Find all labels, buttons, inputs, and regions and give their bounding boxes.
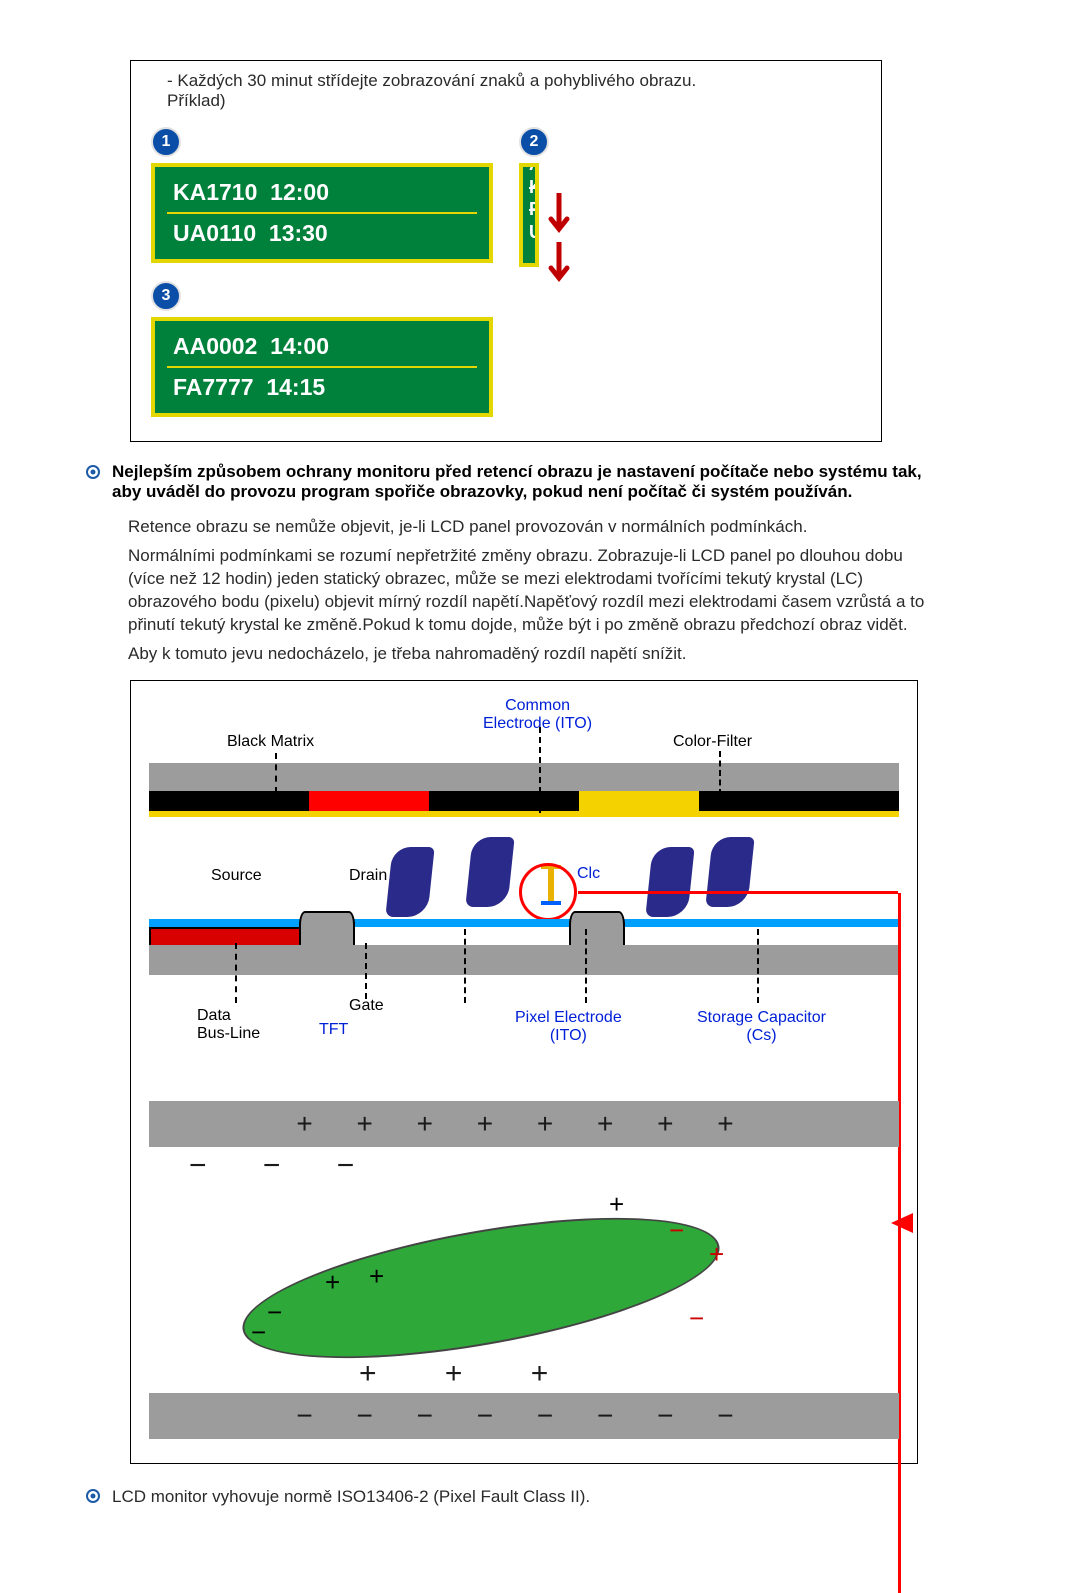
lbl-storage-cap: Storage Capacitor (Cs)	[697, 1009, 826, 1045]
intro-sub: Příklad)	[167, 91, 861, 111]
bullet1-p2: Normálními podmínkami se rozumí nepřetrž…	[128, 545, 1000, 637]
cross-section: Black Matrix Common Electrode (ITO) Colo…	[149, 697, 899, 1077]
arrow-down-icon	[547, 193, 571, 242]
panel2-line0: AA0002 14:00	[529, 163, 539, 176]
lbl-tft: TFT	[319, 1021, 348, 1039]
lbl-color-filter: Color-Filter	[673, 733, 752, 751]
panel-1: KA1710 12:00 UA0110 13:30	[151, 163, 493, 263]
badge-1: 1	[151, 127, 181, 157]
plus-bottom: + + +	[149, 1355, 899, 1393]
panel2-line3: UA0110 13:30	[529, 221, 539, 244]
minus-top: − − −	[149, 1147, 899, 1185]
badge-3: 3	[151, 281, 181, 311]
lbl-black-matrix: Black Matrix	[227, 733, 314, 751]
panel-2: AA0002 14:00 KA1710 12:00 FA7777 14:15 U…	[519, 163, 539, 267]
bullet-icon	[86, 464, 100, 484]
example-intro: - Každých 30 minut střídejte zobrazování…	[131, 61, 881, 117]
arrow-down-icon	[547, 242, 571, 291]
charge-diagram: + + + + + + + + − − − + − + + + − − − + …	[149, 1101, 899, 1439]
panel3-line1: AA0002 14:00	[173, 333, 471, 360]
example-table: - Každých 30 minut střídejte zobrazování…	[130, 60, 882, 442]
lbl-pixel-electrode: Pixel Electrode (ITO)	[515, 1009, 622, 1045]
panel2-line1: KA1710 12:00	[529, 176, 539, 199]
bullet1-p1: Retence obrazu se nemůže objevit, je-li …	[128, 516, 1000, 539]
panel1-line2: UA0110 13:30	[173, 220, 471, 247]
clc-highlight	[519, 863, 577, 921]
scroll-arrows	[547, 163, 571, 291]
bullet-icon	[86, 1488, 100, 1508]
lbl-common-electrode: Common Electrode (ITO)	[483, 697, 592, 733]
lbl-data-bus: Data Bus-Line	[197, 1007, 260, 1043]
lbl-drain: Drain	[349, 867, 387, 885]
red-arrowhead-icon	[891, 1213, 913, 1233]
lbl-source: Source	[211, 867, 262, 885]
panel2-line2: FA7777 14:15	[529, 198, 539, 221]
bottom-minus-bar: − − − − − − − −	[149, 1393, 899, 1439]
bullet2-text: LCD monitor vyhovuje normě ISO13406-2 (P…	[112, 1487, 590, 1507]
top-plus-bar: + + + + + + + +	[149, 1101, 899, 1147]
panel-3: AA0002 14:00 FA7777 14:15	[151, 317, 493, 417]
lcd-diagram: Black Matrix Common Electrode (ITO) Colo…	[130, 680, 918, 1464]
lbl-gate: Gate	[349, 997, 384, 1015]
panel1-line1: KA1710 12:00	[173, 179, 471, 206]
panel3-line2: FA7777 14:15	[173, 374, 471, 401]
bullet1-p3: Aby k tomuto jevu nedocházelo, je třeba …	[128, 643, 1000, 666]
lbl-clc: Clc	[577, 865, 600, 883]
bullet1-bold: Nejlepším způsobem ochrany monitoru před…	[112, 462, 940, 502]
badge-2: 2	[519, 127, 549, 157]
intro-line: - Každých 30 minut střídejte zobrazování…	[167, 71, 861, 91]
